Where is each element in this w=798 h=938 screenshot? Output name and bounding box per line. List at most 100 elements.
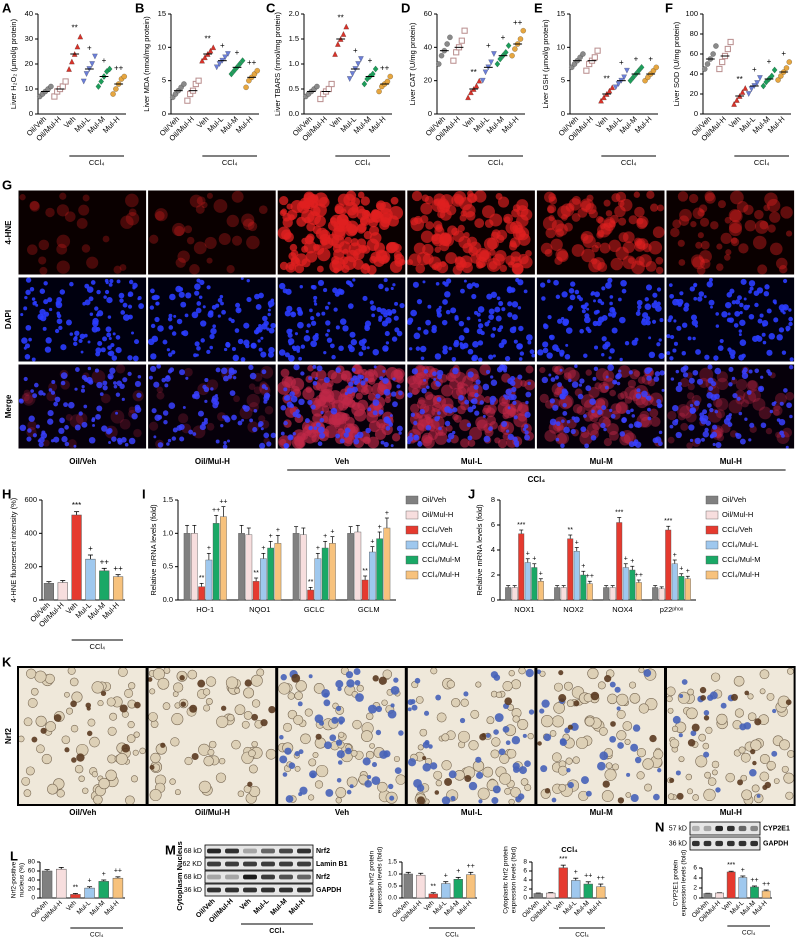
micrograph-cell [138,296,142,300]
micrograph-cell [382,700,388,706]
micrograph-cell [351,339,357,345]
micrograph-cell [397,331,403,337]
micrograph-cell [236,307,242,313]
y-axis-label: Liver TBARS (nmol/mg protein) [273,11,282,116]
micrograph-cell [676,770,681,775]
micrograph-cell [131,332,134,335]
micrograph-cell [336,739,342,745]
micrograph-cell [225,342,230,347]
micrograph-cell [64,692,69,697]
micrograph-cell [472,282,476,286]
micrograph-cell [486,733,490,737]
bar [275,543,281,600]
significance-label: ** [199,575,205,582]
bar [685,579,691,600]
micrograph-cell [742,790,752,800]
micrograph-cell [486,370,490,374]
bar [369,552,375,600]
micrograph-cell [291,674,300,683]
micrograph-cell [568,379,572,383]
significance-label: ** [253,570,259,577]
micrograph-cell [541,296,545,300]
micrograph-cell [391,391,396,396]
bar [86,559,96,600]
micrograph-cell [301,246,308,253]
micrograph-cell [682,351,686,355]
micrograph-cell [788,308,791,311]
micrograph-cell [363,757,371,765]
micrograph-cell [28,698,37,707]
micrograph-cell [300,285,303,288]
micrograph-cell [780,206,792,218]
micrograph-cell [148,712,157,721]
column-label: Veh [335,808,349,817]
significance-label: + [456,868,460,875]
micrograph-cell [195,341,200,346]
micrograph-cell [543,348,549,354]
micrograph-cell [325,320,330,325]
micrograph-cell [46,721,56,731]
micrograph-cell [688,739,695,746]
micrograph-cell [358,245,366,253]
micrograph-cell [25,325,31,331]
micrograph-cell [646,284,652,290]
micrograph-cell [109,713,116,720]
micrograph-cell [555,229,564,238]
micrograph-cell [163,410,168,415]
micrograph-cell [62,736,70,744]
data-point [326,86,331,91]
y-tick-label: 1.5 [388,859,397,866]
micrograph-cell [38,256,46,264]
bar [113,878,123,898]
micrograph-cell [69,282,74,287]
micrograph-cell [30,389,34,393]
micrograph-cell [570,281,575,286]
micrograph-cell [135,381,141,387]
micrograph-cell [626,410,631,415]
micrograph-cell [679,733,683,737]
micrograph-cell [442,760,452,770]
bar [206,560,212,600]
micrograph-cell [311,405,316,410]
micrograph-cell [38,439,41,442]
micrograph-cell [646,191,654,199]
micrograph-cell [519,667,526,674]
micrograph-cell [49,308,52,311]
micrograph-cell [248,365,253,370]
micrograph-cell [59,418,65,424]
micrograph-cell [789,365,793,369]
micrograph-cell [207,285,211,289]
column-label: Oil/Mul-H [195,457,230,466]
micrograph-cell [249,765,257,773]
data-point [711,51,716,56]
data-point [445,41,450,46]
micrograph-cell [36,424,40,428]
group-label: CCl₄ [355,158,371,167]
micrograph-cell [32,297,35,300]
micrograph-cell [112,355,118,361]
legend-label: CCl₄/Mul-M [722,555,760,564]
micrograph-cell [572,213,581,222]
micrograph-cell [458,731,469,742]
micrograph-cell [670,739,679,748]
micrograph-cell [720,339,724,343]
micrograph-cell [288,693,295,700]
micrograph-cell [204,756,214,766]
micrograph-cell [697,296,702,301]
micrograph-cell [437,713,446,722]
micrograph-cell [773,317,778,322]
micrograph-cell [770,410,773,413]
y-tick-label: 4 [693,875,697,882]
micrograph-cell [695,349,701,355]
micrograph-cell [320,418,325,423]
micrograph-cell [744,298,747,301]
micrograph-cell [468,349,474,355]
micrograph-cell [545,788,550,793]
micrograph-cell [583,414,587,418]
data-point [705,61,710,66]
micrograph-cell [693,794,699,800]
micrograph-cell [308,795,314,801]
micrograph-cell [711,673,720,682]
data-point [181,81,186,86]
micrograph-cell [45,208,54,217]
